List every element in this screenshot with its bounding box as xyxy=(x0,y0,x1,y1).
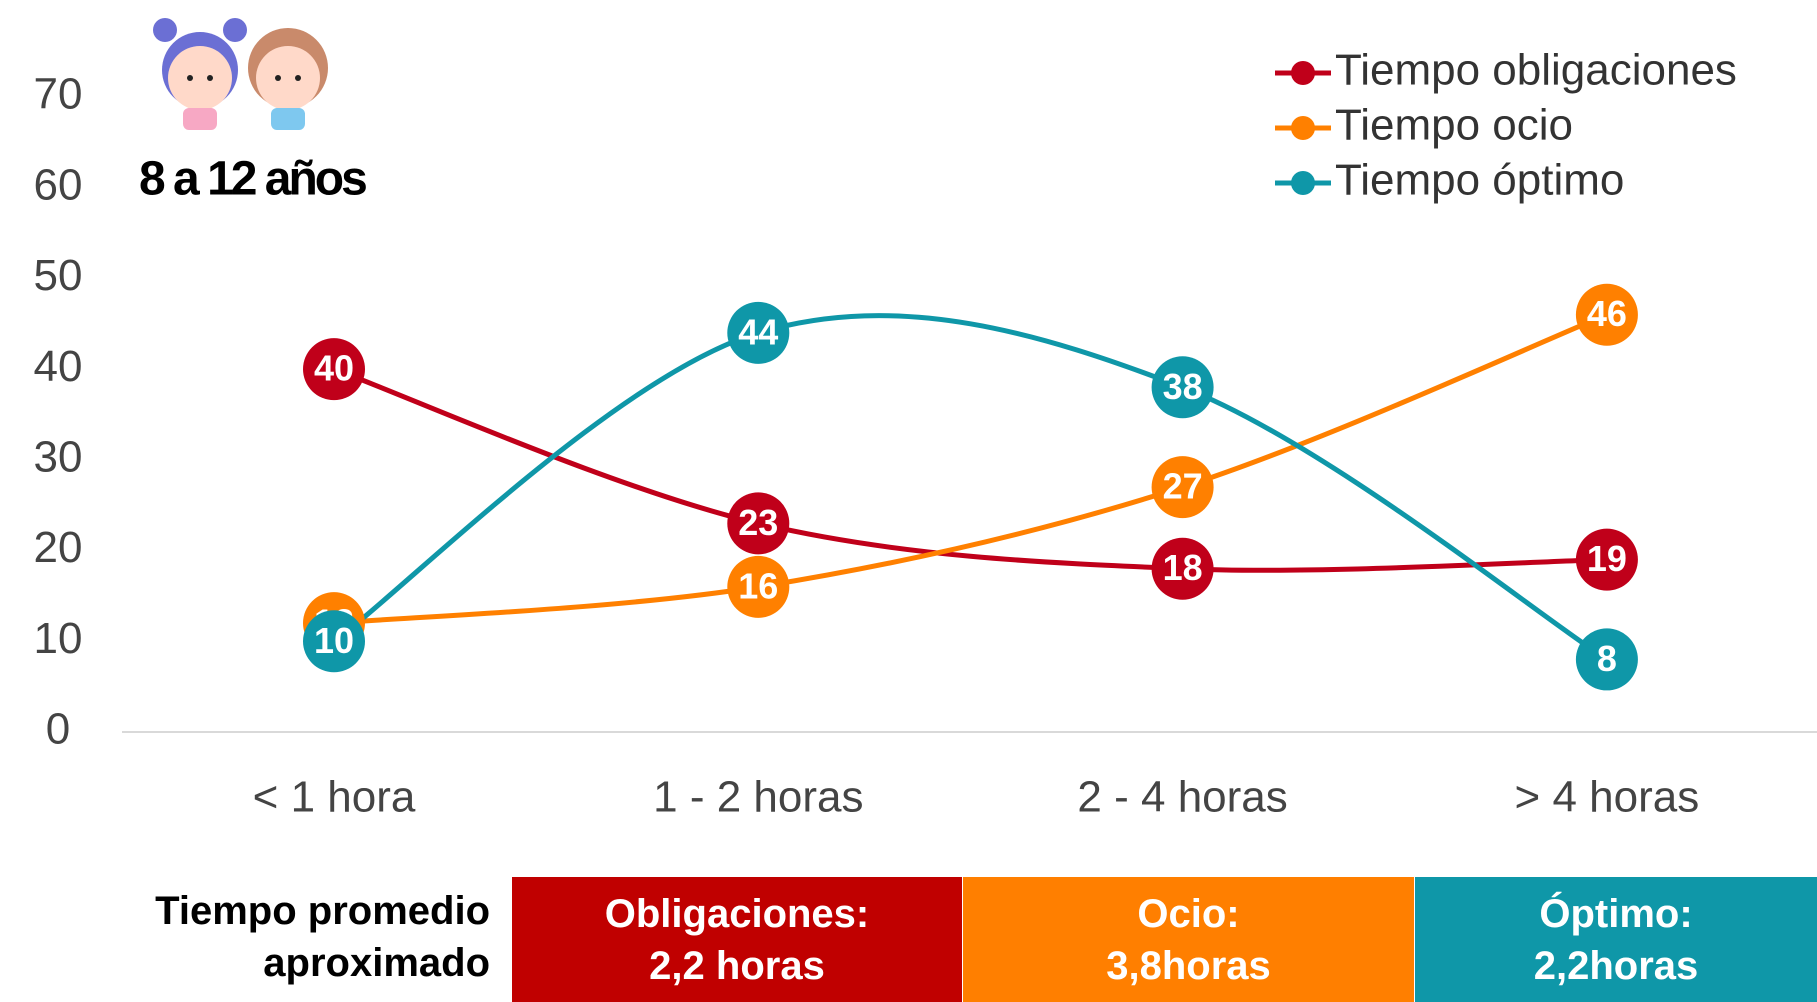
age-annotation: 8 a 12 años xyxy=(139,153,366,206)
summary-text: 3,8horas xyxy=(963,940,1414,992)
summary-box: Óptimo:2,2horas xyxy=(1415,877,1817,1002)
chart: 8 a 12 años 0 10 20 30 40 50 60 70 < 1 hora 1 - 2… xyxy=(0,0,1817,877)
value-label: 8 xyxy=(1597,638,1617,679)
value-label: 10 xyxy=(314,620,354,661)
value-label: 19 xyxy=(1587,538,1627,579)
y-tick-label: 40 xyxy=(34,342,83,391)
value-label: 23 xyxy=(738,502,778,543)
y-tick-label: 10 xyxy=(34,614,83,663)
series-line xyxy=(334,316,1607,660)
value-label: 40 xyxy=(314,348,354,389)
page: 8 a 12 años 0 10 20 30 40 50 60 70 < 1 hora 1 - 2… xyxy=(0,0,1817,1002)
y-tick-label: 50 xyxy=(34,251,83,300)
y-tick-label: 30 xyxy=(34,432,83,481)
summary-title: Obligaciones: xyxy=(512,888,962,940)
summary-label: Tiempo promedio aproximado xyxy=(60,885,490,989)
summary-title: Ocio: xyxy=(963,888,1414,940)
summary-box: Ocio:3,8horas xyxy=(963,877,1414,1002)
legend-label: Tiempo óptimo xyxy=(1335,156,1624,205)
y-tick-label: 20 xyxy=(34,523,83,572)
value-label: 46 xyxy=(1587,293,1627,334)
legend-marker xyxy=(1291,116,1315,140)
summary-text: 2,2 horas xyxy=(512,940,962,992)
value-label: 27 xyxy=(1163,466,1203,507)
series-line xyxy=(334,315,1607,623)
value-label: 18 xyxy=(1163,547,1203,588)
kids-icon xyxy=(153,18,328,130)
x-tick-label: < 1 hora xyxy=(253,773,416,822)
legend-label: Tiempo obligaciones xyxy=(1335,46,1737,95)
y-tick-label: 70 xyxy=(34,70,83,119)
x-tick-label: 1 - 2 horas xyxy=(653,773,863,822)
legend-marker xyxy=(1291,61,1315,85)
y-tick-label: 60 xyxy=(34,160,83,209)
summary-title: Óptimo: xyxy=(1415,888,1817,940)
summary-text: 2,2horas xyxy=(1415,940,1817,992)
value-label: 44 xyxy=(738,311,778,352)
legend-label: Tiempo ocio xyxy=(1335,101,1573,150)
legend-marker xyxy=(1291,171,1315,195)
y-tick-label: 0 xyxy=(46,705,70,754)
x-tick-label: 2 - 4 horas xyxy=(1077,773,1287,822)
value-label: 38 xyxy=(1163,366,1203,407)
x-tick-label: > 4 horas xyxy=(1515,773,1700,822)
value-label: 16 xyxy=(738,565,778,606)
summary-box: Obligaciones:2,2 horas xyxy=(512,877,962,1002)
